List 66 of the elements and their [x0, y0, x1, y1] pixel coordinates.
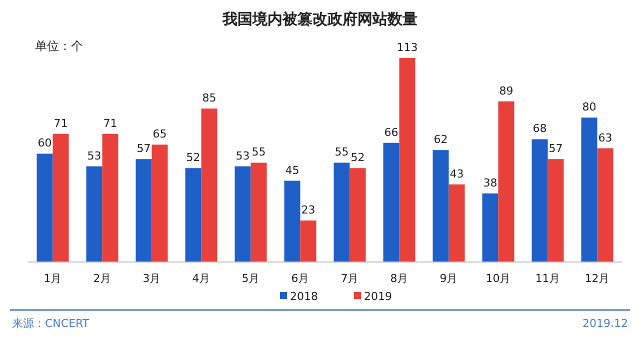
- x-tick-label: 8月: [390, 272, 408, 285]
- data-label: 38: [483, 176, 498, 190]
- text: 2019.12: [582, 317, 628, 330]
- bar: [36, 154, 53, 262]
- bar: [284, 180, 300, 262]
- bar: [152, 144, 168, 262]
- data-label: 63: [598, 131, 612, 144]
- bar: [548, 159, 564, 262]
- legend-label: 2019: [364, 290, 392, 303]
- data-label: 68: [532, 122, 547, 136]
- x-tick-label: 1月: [44, 272, 62, 285]
- data-label: 45: [285, 164, 300, 177]
- x-tick-label: 6月: [291, 272, 310, 285]
- data-label: 66: [384, 126, 398, 139]
- data-label: 52: [350, 151, 365, 164]
- bar: [399, 58, 416, 262]
- bar: [185, 168, 202, 262]
- y-axis-title: 单位：个: [35, 39, 83, 53]
- source-note: 来源：CNCERT: [12, 317, 90, 330]
- x-tick-label: 9月: [440, 272, 458, 285]
- legend-label: 2018: [290, 290, 318, 303]
- bar: [136, 159, 152, 262]
- data-label: 23: [301, 203, 316, 216]
- x-tick-label: 2月: [93, 272, 112, 285]
- bar: [448, 184, 465, 262]
- x-tick-label: 10月: [486, 272, 511, 285]
- data-label: 53: [236, 149, 250, 162]
- bar: [234, 166, 251, 262]
- x-tick-label: 7月: [340, 272, 359, 285]
- bar: [334, 162, 350, 262]
- data-label: 55: [252, 146, 266, 159]
- data-label: 57: [136, 142, 151, 156]
- bar: [52, 134, 69, 262]
- data-label: 60: [38, 136, 52, 150]
- data-label: 80: [582, 100, 596, 114]
- x-tick-label: 12月: [584, 272, 610, 285]
- bar: [86, 166, 102, 262]
- chart-title: 我国境内被篡改政府网站数量: [222, 10, 418, 28]
- bar: [250, 162, 267, 262]
- data-label: 55: [334, 146, 349, 159]
- data-label: 71: [103, 116, 118, 130]
- data-label: 52: [186, 151, 200, 164]
- bar: [432, 150, 449, 262]
- data-label: 57: [548, 142, 563, 156]
- data-label: 65: [152, 128, 167, 141]
- bar: [300, 220, 316, 262]
- bar: [581, 118, 598, 262]
- data-label: 62: [434, 133, 448, 146]
- bar: [350, 168, 366, 262]
- bar: [201, 108, 218, 262]
- bar: [498, 101, 514, 262]
- bar: [482, 193, 498, 262]
- x-tick-label: 11月: [535, 272, 560, 285]
- data-label: 71: [54, 116, 68, 130]
- x-tick-label: 4月: [192, 272, 210, 285]
- bar: [532, 139, 548, 262]
- data-label: 53: [87, 149, 102, 162]
- x-tick-label: 5月: [242, 272, 260, 285]
- data-label: 43: [450, 167, 464, 180]
- bar: [383, 142, 400, 262]
- bar: [597, 148, 614, 262]
- x-tick-label: 3月: [142, 272, 161, 285]
- data-label: 113: [396, 41, 418, 54]
- bar: [102, 134, 118, 262]
- data-label: 89: [499, 84, 514, 98]
- data-label: 85: [202, 92, 216, 105]
